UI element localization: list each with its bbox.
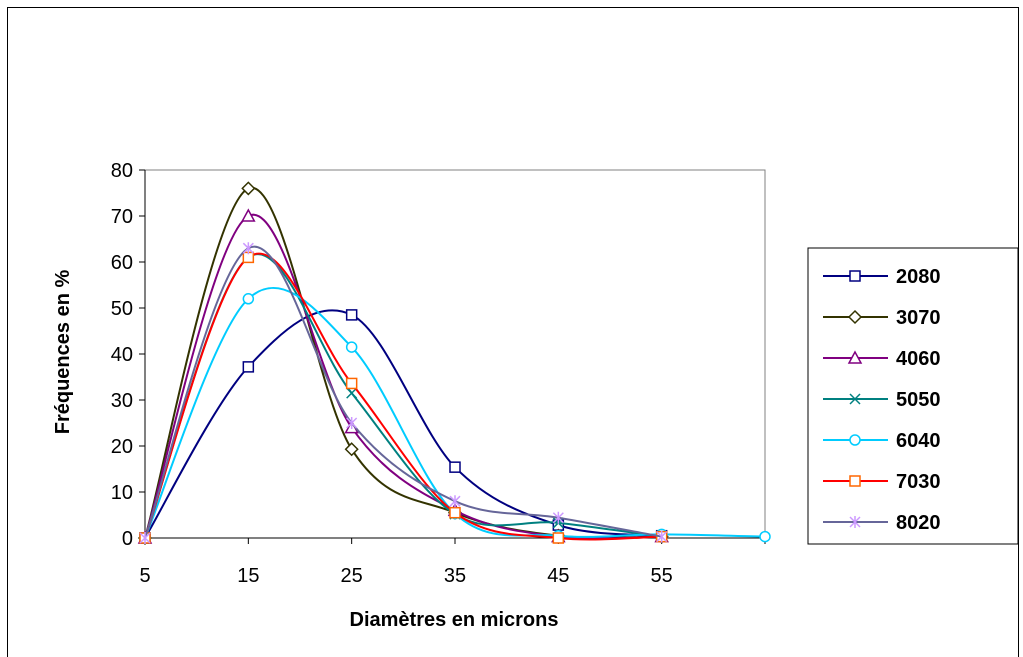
- data-point-7030: [552, 532, 565, 544]
- data-point-6040: [345, 341, 358, 353]
- y-tick-label: 50: [111, 298, 133, 320]
- legend-item-5050: 5050: [823, 389, 941, 411]
- data-point-8020: [346, 417, 358, 429]
- y-tick-label: 30: [111, 390, 133, 412]
- x-tick-label: 35: [444, 565, 466, 587]
- legend-swatch-marker: [849, 475, 861, 487]
- plot-area: [144, 169, 766, 539]
- data-point-8020: [139, 532, 151, 544]
- legend-box: [807, 247, 1019, 545]
- legend-item-6040: 6040: [823, 430, 941, 452]
- legend-label: 6040: [896, 430, 941, 452]
- y-tick-label: 80: [111, 160, 133, 182]
- series-4060: [137, 208, 669, 544]
- data-point-2080: [449, 461, 461, 473]
- legend-swatch-marker: [849, 270, 861, 282]
- data-point-8020: [552, 511, 564, 524]
- data-point-6040: [759, 530, 771, 543]
- legend-swatch-marker: [849, 393, 861, 405]
- data-point-2080: [345, 309, 358, 321]
- data-point-7030: [345, 377, 358, 390]
- legend-label: 8020: [896, 512, 941, 534]
- x-tick-label: 25: [341, 565, 363, 587]
- data-point-4060: [241, 208, 256, 222]
- y-tick-label: 0: [122, 528, 133, 550]
- y-tick-label: 60: [111, 252, 133, 274]
- data-point-5050: [346, 387, 358, 399]
- series-line-8020: [144, 245, 662, 539]
- y-tick-label: 20: [111, 436, 133, 458]
- legend-item-7030: 7030: [823, 471, 941, 493]
- series-line-4060: [144, 213, 662, 540]
- y-tick-label: 40: [111, 344, 133, 366]
- x-tick-label: 45: [547, 565, 569, 587]
- data-point-6040: [242, 293, 255, 305]
- legend-label: 7030: [896, 471, 941, 493]
- y-axis-title: Fréquences en %: [52, 270, 74, 435]
- legend: 2080 3070 4060 5050 6040 7030 8020: [807, 247, 1019, 545]
- y-axis: 0 10 20 30 40 50 60 70 80: [111, 160, 146, 550]
- data-point-3070: [241, 181, 256, 196]
- legend-item-2080: 2080: [823, 266, 941, 288]
- x-tick-label: 55: [651, 565, 673, 587]
- legend-item-4060: 4060: [823, 348, 941, 370]
- data-point-8020: [656, 530, 668, 543]
- series-line-2080: [144, 309, 662, 539]
- legend-swatch-marker: [849, 434, 861, 446]
- legend-swatch-marker: [847, 309, 863, 325]
- data-point-2080: [242, 361, 255, 373]
- y-tick-label: 70: [111, 206, 133, 228]
- legend-label: 3070: [896, 307, 941, 329]
- y-tick-label: 10: [111, 482, 133, 504]
- legend-label: 2080: [896, 266, 941, 288]
- legend-label: 4060: [896, 348, 941, 370]
- data-point-3070: [344, 442, 359, 457]
- x-axis: 5 15 25 35 45 55: [139, 537, 766, 587]
- series-8020: [139, 242, 668, 544]
- series-line-3070: [144, 186, 662, 539]
- legend-swatch-marker: [849, 516, 861, 528]
- x-tick-label: 5: [139, 565, 150, 587]
- legend-label: 5050: [896, 389, 941, 411]
- series-3070: [137, 181, 669, 546]
- legend-swatch-marker: [847, 350, 863, 364]
- series-layer: [137, 181, 771, 546]
- legend-item-3070: 3070: [823, 307, 941, 329]
- data-point-8020: [449, 495, 461, 508]
- x-tick-label: 15: [237, 565, 259, 587]
- data-point-8020: [242, 242, 254, 255]
- legend-item-8020: 8020: [823, 512, 941, 534]
- data-point-7030: [449, 506, 461, 519]
- x-axis-title: Diamètres en microns: [350, 609, 559, 631]
